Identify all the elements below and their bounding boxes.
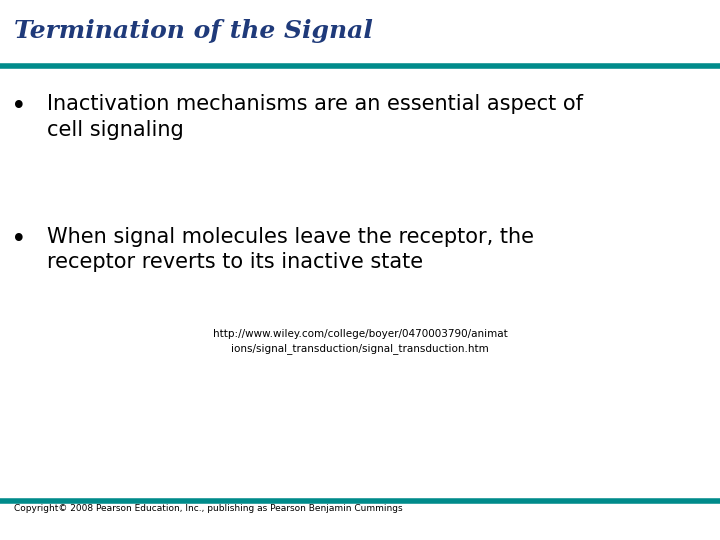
Text: Copyright© 2008 Pearson Education, Inc., publishing as Pearson Benjamin Cummings: Copyright© 2008 Pearson Education, Inc.,… <box>14 504 403 513</box>
Text: •: • <box>11 227 27 253</box>
Text: http://www.wiley.com/college/boyer/0470003790/animat
ions/signal_transduction/si: http://www.wiley.com/college/boyer/04700… <box>212 329 508 354</box>
Text: •: • <box>11 94 27 120</box>
Text: Termination of the Signal: Termination of the Signal <box>14 19 373 43</box>
Text: When signal molecules leave the receptor, the
receptor reverts to its inactive s: When signal molecules leave the receptor… <box>47 227 534 272</box>
Text: Inactivation mechanisms are an essential aspect of
cell signaling: Inactivation mechanisms are an essential… <box>47 94 582 140</box>
